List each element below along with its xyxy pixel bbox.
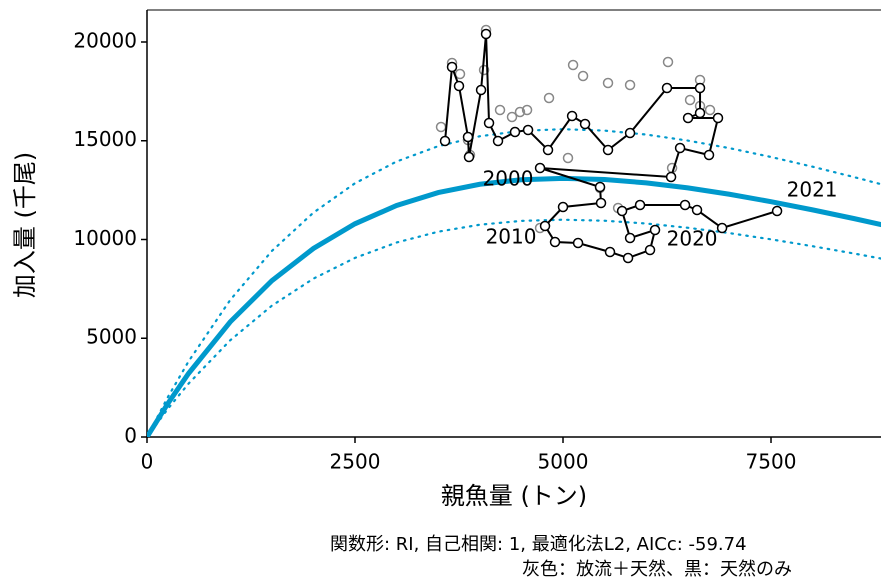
black-point (622, 252, 634, 264)
x-tick-label: 0 (141, 450, 154, 474)
black-point (616, 205, 628, 217)
black-point (539, 220, 551, 232)
gray-point (521, 104, 533, 116)
black-point (446, 61, 458, 73)
black-point (665, 171, 677, 183)
black-point (694, 82, 706, 94)
black-point (602, 144, 614, 156)
point-label: 2010 (486, 225, 537, 249)
black-point (679, 199, 691, 211)
black-point (644, 244, 656, 256)
y-tick-label: 10000 (73, 226, 137, 250)
gray-point (684, 94, 696, 106)
y-tick-label: 15000 (73, 127, 137, 151)
black-point (624, 232, 636, 244)
black-point (566, 110, 578, 122)
x-tick-label: 2500 (330, 450, 381, 474)
point-label: 2021 (787, 178, 838, 202)
black-point (475, 84, 487, 96)
plot-area (147, 24, 881, 437)
black-point (483, 117, 495, 129)
point-label: 2020 (667, 227, 718, 251)
black-point (712, 112, 724, 124)
gray-point (602, 77, 614, 89)
gray-point (562, 152, 574, 164)
black-point (634, 199, 646, 211)
black-point (694, 107, 706, 119)
y-tick-label: 20000 (73, 28, 137, 52)
gray-point (494, 104, 506, 116)
black-point (624, 127, 636, 139)
x-axis-title: 親魚量 (トン) (441, 482, 587, 510)
black-point (594, 181, 606, 193)
black-point (691, 204, 703, 216)
interval-curve (147, 128, 881, 437)
gray-point (454, 68, 466, 80)
point-label: 2000 (483, 167, 534, 191)
black-point (534, 162, 546, 174)
black-point (579, 118, 591, 130)
x-tick-label: 5000 (538, 450, 589, 474)
black-point (439, 135, 451, 147)
gray-point (506, 111, 518, 123)
black-point (674, 142, 686, 154)
gray-point (704, 104, 716, 116)
black-point (572, 237, 584, 249)
black-point (492, 135, 504, 147)
black-point (703, 149, 715, 161)
gray-point (567, 59, 579, 71)
black-point (480, 28, 492, 40)
black-point (604, 246, 616, 258)
black-point (716, 222, 728, 234)
black-point (649, 224, 661, 236)
black-point (771, 205, 783, 217)
black-point (509, 126, 521, 138)
caption: 灰色：放流＋天然、黒：天然のみ (522, 559, 792, 580)
gray-point (662, 56, 674, 68)
black-point (463, 151, 475, 163)
black-point (682, 112, 694, 124)
interval-curve (147, 218, 881, 437)
y-tick-label: 5000 (86, 325, 137, 349)
black-point (542, 144, 554, 156)
x-tick-label: 7500 (746, 450, 797, 474)
gray-point (543, 92, 555, 104)
black-point (557, 201, 569, 213)
black-point (522, 124, 534, 136)
fit-curve (147, 175, 881, 437)
black-point (453, 80, 465, 92)
black-point (661, 82, 673, 94)
black-point (595, 197, 607, 209)
black-point (549, 236, 561, 248)
caption: 関数形: RI, 自己相関: 1, 最適化法L2, AICc: -59.74 (330, 534, 747, 555)
black-point (462, 131, 474, 143)
gray-point (514, 106, 526, 118)
gray-point (435, 121, 447, 133)
gray-point (624, 79, 636, 91)
y-tick-label: 0 (124, 424, 137, 448)
y-axis-title: 加入量 (千尾) (11, 152, 39, 298)
gray-point (577, 70, 589, 82)
